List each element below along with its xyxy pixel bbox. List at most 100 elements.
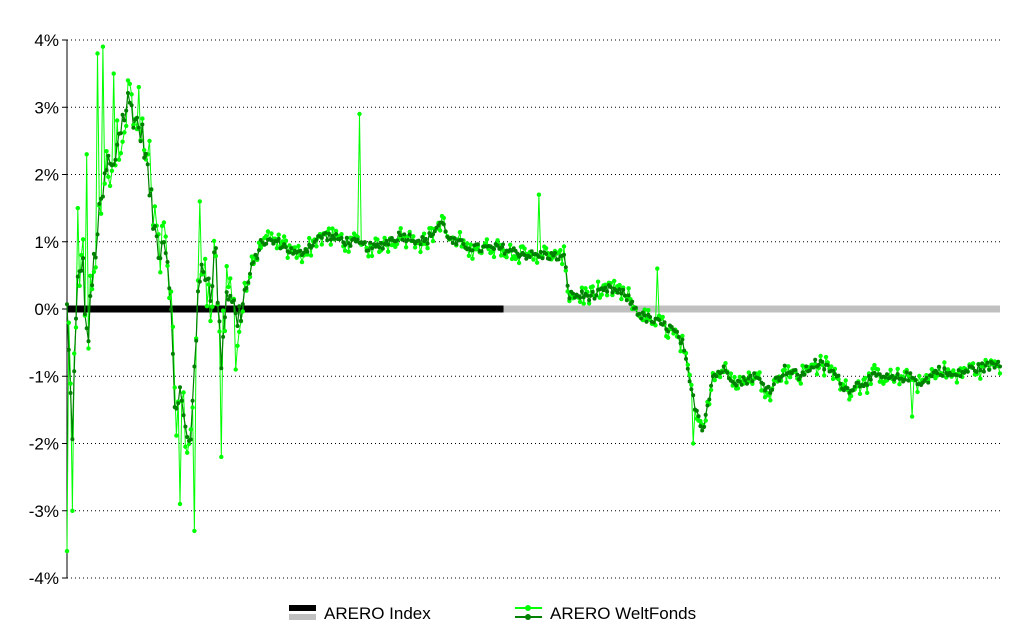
fund-point-light: [172, 385, 177, 390]
y-tick-label: 0%: [34, 300, 59, 319]
fund-point-dark: [587, 298, 592, 303]
fund-point-light: [382, 235, 387, 241]
fund-point-dark: [793, 368, 798, 372]
fund-point-light: [909, 414, 915, 419]
fund-point-dark: [143, 151, 148, 156]
fund-point-dark: [174, 406, 179, 411]
fund-point-dark: [122, 118, 127, 123]
fund-point-dark: [84, 326, 89, 331]
fund-point-light: [868, 381, 873, 387]
fund-point-light: [328, 242, 333, 247]
fund-point-dark: [527, 255, 532, 259]
fund-point-dark: [610, 290, 615, 295]
fund-point-dark: [93, 255, 98, 260]
fund-point-dark: [379, 241, 383, 245]
fund-point-light: [466, 253, 472, 258]
fund-point-dark: [95, 232, 100, 237]
fund-point-light: [508, 242, 513, 247]
fund-point-light: [177, 501, 183, 507]
fund-point-dark: [831, 368, 836, 373]
y-tick-label: 4%: [34, 31, 59, 50]
fund-point-dark: [65, 302, 69, 307]
fund-point-dark: [188, 437, 193, 442]
fund-point-dark: [221, 334, 226, 339]
fund-point-dark: [626, 293, 631, 298]
fund-point-dark: [992, 365, 997, 370]
fund-point-light: [308, 253, 314, 258]
fund-point-light: [299, 259, 305, 265]
fund-point-light: [77, 283, 82, 288]
fund-point-light: [190, 405, 195, 410]
y-tick-label: -3%: [29, 502, 59, 521]
fund-point-light: [678, 349, 683, 354]
fund-point-dark: [524, 256, 529, 261]
fund-point-dark: [102, 171, 107, 176]
fund-point-dark: [770, 387, 775, 392]
fund-point-dark: [158, 256, 163, 261]
fund-point-light: [265, 229, 271, 234]
fund-point-dark: [470, 248, 475, 253]
fund-point-dark: [219, 366, 224, 371]
fund-point-dark: [615, 290, 620, 295]
fund-point-light: [68, 381, 73, 386]
fund-point-dark: [990, 361, 995, 366]
fund-point-dark: [696, 414, 701, 419]
fund-point-dark: [334, 232, 339, 236]
fund-point-dark: [771, 382, 776, 387]
fund-point-light: [818, 353, 823, 359]
fund-point-light: [829, 364, 834, 369]
fund-point-dark: [183, 424, 188, 429]
fund-point-light: [897, 382, 902, 387]
fund-point-dark: [129, 103, 134, 108]
fund-point-dark: [118, 131, 123, 136]
fund-point-dark: [145, 162, 150, 167]
fund-point-dark: [240, 302, 245, 307]
fund-point-dark: [66, 347, 71, 352]
fund-point-light: [917, 373, 922, 379]
fund-point-dark: [797, 377, 801, 382]
fund-point-dark: [402, 232, 407, 237]
fund-point-light: [375, 237, 380, 242]
fund-point-dark: [865, 383, 870, 388]
fund-point-light: [167, 295, 172, 301]
fund-point-light: [712, 378, 717, 383]
fund-line-dark: [66, 92, 1001, 442]
fund-point-dark: [75, 274, 80, 279]
fund-point-light: [88, 273, 93, 278]
fund-point-light: [346, 249, 351, 254]
fund-point-dark: [895, 372, 900, 377]
fund-point-dark: [348, 243, 353, 248]
fund-point-dark: [621, 287, 626, 292]
fund-point-light: [86, 346, 91, 351]
fund-point-dark: [287, 250, 292, 255]
fund-point-light: [357, 111, 362, 117]
fund-point-light: [717, 374, 723, 380]
fund-point-light: [875, 367, 881, 372]
fund-point-dark: [813, 357, 818, 362]
fund-point-dark: [657, 317, 662, 322]
fund-point-dark: [169, 307, 174, 312]
fund-point-light: [732, 374, 737, 380]
fund-point-dark: [529, 249, 534, 254]
legend-swatch-index-grey: [289, 614, 316, 620]
fund-point-dark: [138, 139, 143, 144]
fund-point-dark: [852, 384, 857, 389]
fund-point-light: [997, 371, 1003, 376]
fund-point-light: [183, 444, 188, 449]
fund-point-light: [75, 205, 81, 211]
fund-point-light: [617, 282, 622, 288]
fund-point-dark: [687, 379, 692, 384]
fund-point-dark: [766, 384, 771, 389]
fund-point-light: [294, 255, 299, 260]
fund-point-light: [305, 252, 310, 257]
fund-point-light: [129, 92, 134, 97]
fund-point-dark: [461, 242, 466, 246]
fund-point-dark: [965, 369, 970, 374]
fund-point-dark: [777, 378, 782, 383]
y-tick-label: -4%: [29, 569, 59, 588]
fund-point-dark: [104, 168, 109, 173]
fund-point-dark: [974, 370, 979, 374]
fund-point-dark: [906, 378, 911, 383]
fund-point-dark: [850, 388, 855, 393]
